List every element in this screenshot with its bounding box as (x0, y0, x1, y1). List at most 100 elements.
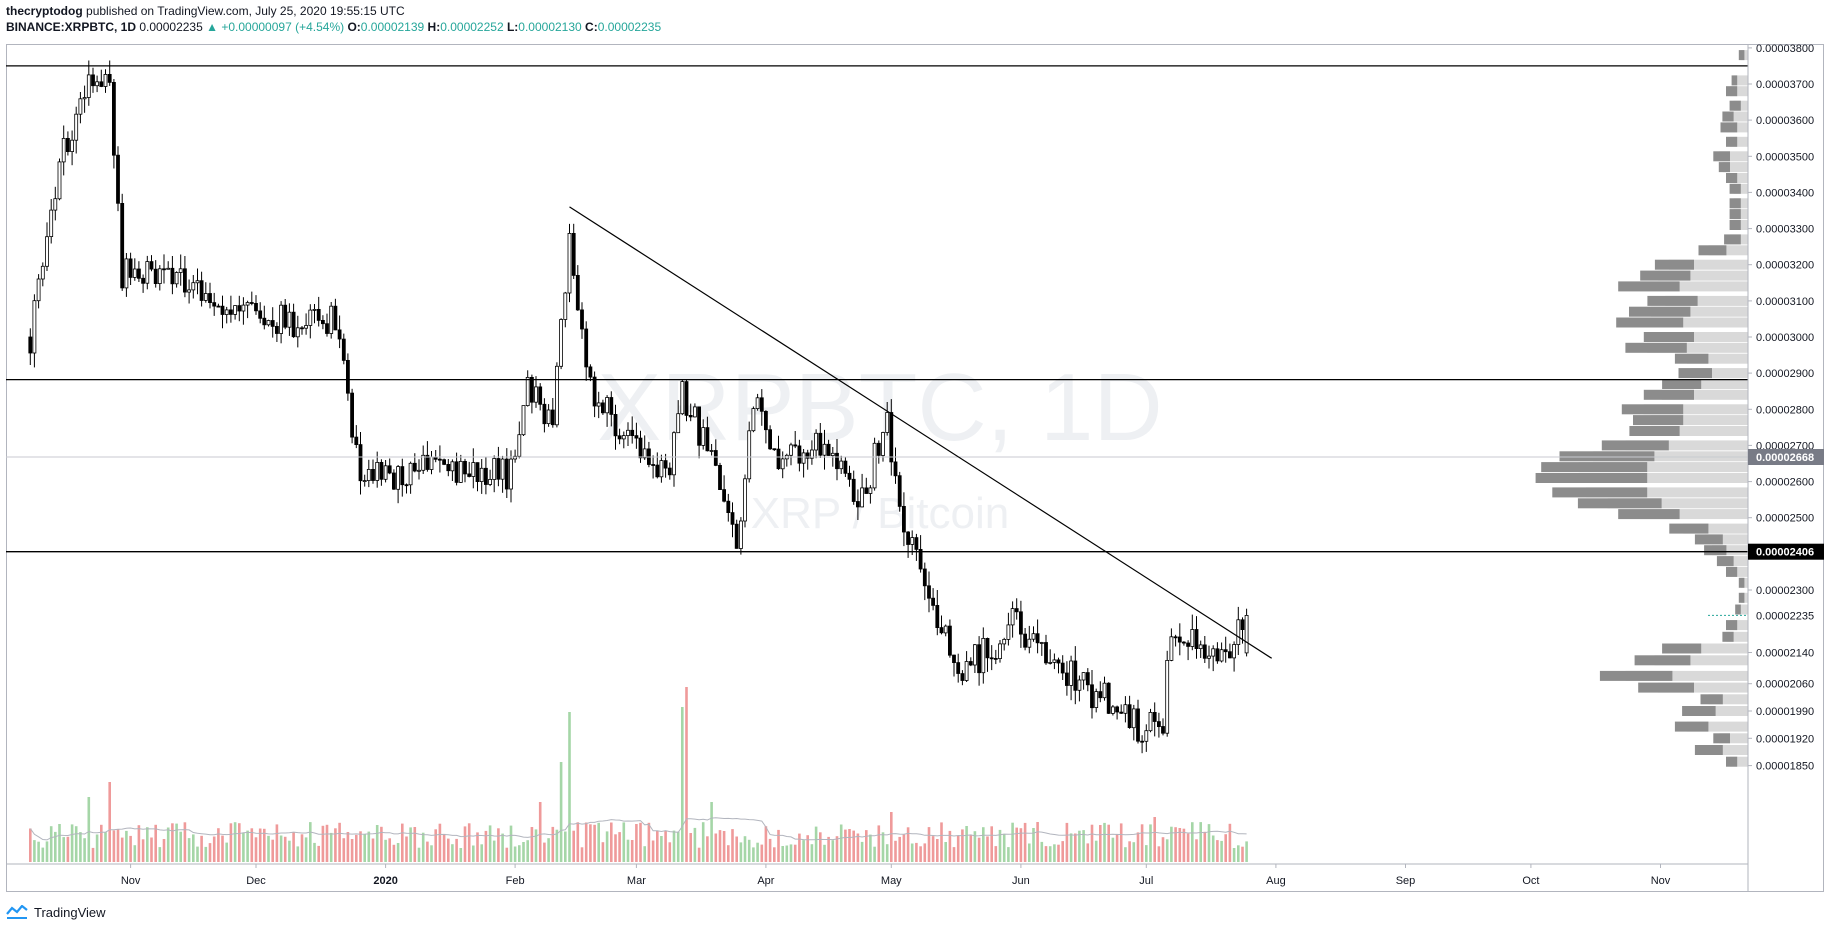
volume-profile-bar-up (1738, 592, 1745, 603)
volume-bar (538, 802, 542, 862)
volume-bar (300, 834, 304, 862)
volume-bar (91, 847, 95, 862)
volume-profile-bar-up (1629, 426, 1680, 436)
chart-frame[interactable] (6, 44, 1824, 892)
volume-bar (513, 846, 517, 862)
volume-profile-bar-total (1730, 620, 1748, 631)
volume-profile-bar-total (1722, 162, 1748, 173)
candle-body (61, 137, 66, 163)
volume-profile-bar-total (1730, 173, 1748, 183)
volume-bar (927, 827, 931, 862)
candle-body (885, 412, 890, 433)
candle-body (170, 267, 175, 285)
volume-bar (141, 839, 145, 862)
volume-profile-bar-total (1650, 306, 1748, 317)
volume-bar (1157, 846, 1161, 862)
candle-body (233, 305, 238, 315)
footer-brand[interactable]: TradingView (6, 901, 106, 923)
volume-bar (664, 830, 667, 862)
volume-profile-bar-up (1698, 245, 1727, 256)
volume-bar (1053, 844, 1056, 862)
candle-body (500, 458, 505, 480)
symbol-line: BINANCE:XRPBTC, 1D 0.00002235 ▲ +0.00000… (6, 20, 661, 34)
volume-profile-bar-up (1625, 342, 1687, 353)
volume-profile-bar-total (1575, 473, 1748, 483)
candle-body (993, 658, 998, 660)
symbol-label[interactable]: BINANCE:XRPBTC, 1D (6, 20, 137, 34)
volume-bar (221, 835, 224, 862)
volume-bar (831, 840, 835, 862)
volume-profile-bar-up (1674, 353, 1709, 364)
candle-body (1157, 721, 1161, 727)
price-axis[interactable]: 0.00003800 0.00003700 0.00003600 0.00003500… (1748, 43, 1814, 773)
candle-body (145, 261, 150, 284)
candle-body (291, 311, 296, 338)
candle-body (362, 480, 367, 483)
volume-bar (1136, 832, 1140, 862)
volume-bar (622, 822, 626, 862)
candle-body (1194, 629, 1199, 650)
candle-body (864, 487, 869, 494)
time-tick-label: Oct (1522, 875, 1539, 887)
volume-bar (1103, 822, 1106, 862)
volume-bar (58, 824, 61, 862)
candle-body (458, 460, 463, 483)
candle-body (429, 456, 434, 470)
candle-body (82, 97, 87, 100)
trendline[interactable] (569, 206, 1273, 659)
candle-body (563, 292, 568, 320)
candle-body (1073, 660, 1078, 691)
price-tick-label: 0.00002800 (1756, 404, 1814, 416)
volume-profile-bar-total (1722, 556, 1748, 567)
candle-body (772, 448, 777, 451)
volume-bar (392, 844, 396, 862)
candle-body (504, 458, 509, 490)
volume-profile-bar-up (1726, 620, 1738, 631)
volume-bar (747, 839, 751, 862)
candle-body (358, 444, 363, 482)
volume-profile-bar-up (1722, 111, 1734, 122)
horizontal-levels[interactable] (6, 65, 1748, 553)
candle-body (354, 436, 359, 446)
volume-bar (827, 836, 830, 862)
candle-body (525, 376, 530, 406)
time-axis[interactable]: Nov Dec 2020 Feb Mar Apr May Jun Jul Aug Sep Oct Nov (121, 864, 1671, 887)
candle-body (417, 469, 421, 472)
candle-body (626, 429, 630, 436)
time-tick-label: Jun (1012, 875, 1030, 887)
volume-bar (735, 836, 738, 862)
volume-bar (877, 825, 881, 862)
volume-bar (714, 833, 718, 862)
candle-body (99, 81, 104, 87)
volume-bars (29, 687, 1248, 862)
volume-bar (309, 822, 312, 862)
volume-bar (773, 847, 776, 862)
candle-body (906, 531, 910, 545)
volume-bar (388, 838, 391, 862)
volume-bar (171, 823, 174, 862)
volume-bar (973, 831, 977, 862)
volume-bar (547, 838, 550, 862)
volume-bar (183, 822, 187, 862)
candle-body (1131, 708, 1136, 729)
last-price: 0.00002235 (139, 20, 203, 34)
candle-body (613, 413, 618, 437)
volume-bar (1011, 822, 1014, 862)
volume-bar (83, 838, 86, 862)
candle-body (617, 435, 622, 440)
volume-bar (1149, 824, 1152, 862)
volume-bar (267, 835, 270, 862)
volume-profile-bar-up (1674, 721, 1709, 732)
volume-bar (158, 847, 162, 862)
candle-body (630, 429, 635, 436)
candle-body (379, 461, 384, 480)
volume-bar (1161, 837, 1165, 862)
volume-bar (685, 687, 688, 862)
volume-bar (438, 823, 442, 862)
author-name[interactable]: thecryptodog (6, 4, 83, 18)
volume-profile-bar-up (1654, 259, 1694, 270)
candle-body (1056, 659, 1061, 664)
volume-profile-bar-total (1676, 643, 1748, 654)
volume-bar (881, 832, 885, 862)
